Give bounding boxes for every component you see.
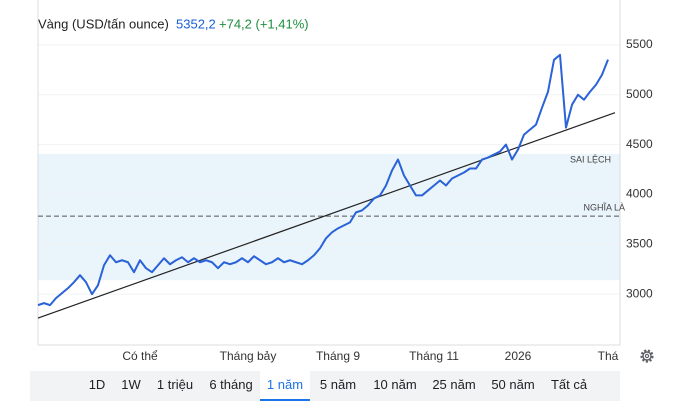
range-button[interactable]: Tất cả	[550, 377, 588, 392]
x-tick-label: Tháng 11	[409, 349, 459, 363]
y-tick-label: 4000	[626, 187, 653, 201]
range-button[interactable]: 10 năm	[373, 377, 417, 392]
price: 5352,2	[176, 16, 216, 31]
x-tick-label: 2026	[505, 349, 532, 363]
chart-title: Vàng (USD/tấn ounce)	[38, 16, 169, 31]
range-button[interactable]: 6 tháng	[209, 377, 253, 392]
range-button[interactable]: 5 năm	[319, 377, 357, 392]
y-tick-label: 3000	[626, 286, 653, 300]
y-tick-label: 3500	[626, 236, 653, 250]
range-button[interactable]: 1W	[121, 377, 141, 392]
range-button[interactable]: 1 triệu	[156, 377, 194, 392]
chart: Vàng (USD/tấn ounce) 5352,2 +74,2 (+1,41…	[37, 0, 654, 363]
deviation-band	[38, 153, 620, 281]
y-tick-label: 5500	[626, 37, 653, 51]
range-button[interactable]: 25 năm	[432, 377, 476, 392]
y-tick-label: 4500	[626, 137, 653, 151]
mean-label: NGHĨA LÀ	[583, 202, 625, 212]
x-tick-label: Tháng 9	[316, 349, 360, 363]
x-tick-label: Tháng bảy	[220, 349, 277, 363]
band-label: SAI LỆCH	[570, 154, 611, 164]
price-line	[37, 53, 609, 307]
range-button[interactable]: 1D	[88, 377, 106, 392]
range-button[interactable]: 50 năm	[491, 377, 535, 392]
range-bar: 1D 1W 1 triệu 6 tháng 1 năm 5 năm 10 năm 25 năm…	[30, 371, 620, 401]
range-button[interactable]: 1 năm	[259, 371, 311, 401]
y-tick-label: 5000	[626, 87, 653, 101]
price-change: +74,2 (+1,41%)	[219, 16, 309, 31]
x-tick-label: Thá	[598, 349, 619, 363]
settings-icon[interactable]	[640, 349, 654, 363]
x-tick-label: Có thể	[122, 349, 158, 363]
